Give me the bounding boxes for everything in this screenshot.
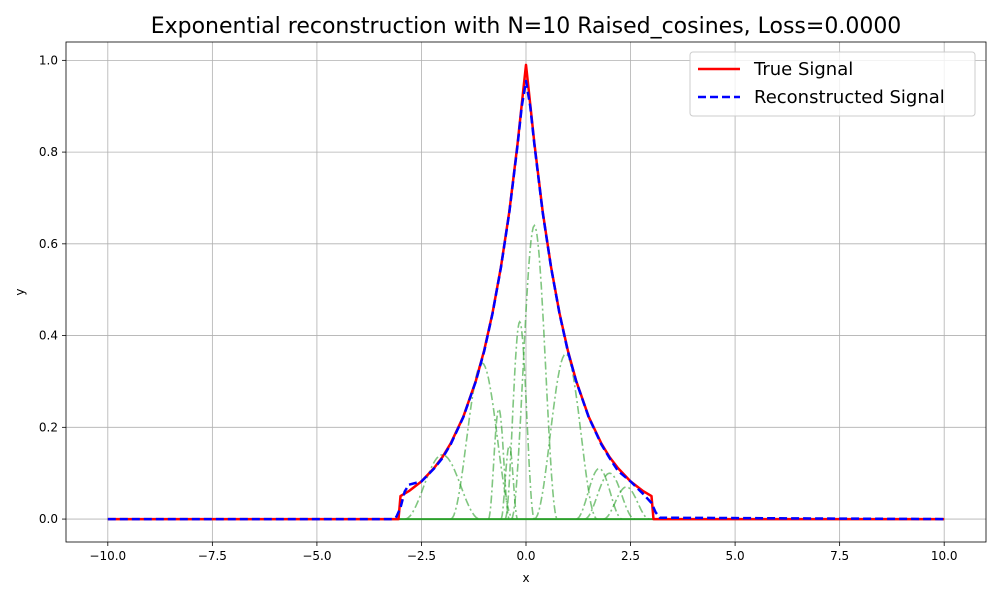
y-tick-label: 0.2	[39, 420, 58, 434]
basis-function-8	[575, 467, 623, 520]
x-tick-label: −5.0	[302, 549, 331, 563]
y-axis-ticks: 0.0 0.2 0.4 0.6 0.8 1.0	[39, 53, 66, 526]
y-tick-label: 0.6	[39, 237, 58, 251]
x-axis-label: x	[522, 571, 529, 585]
basis-function-5	[504, 320, 536, 520]
y-tick-label: 1.0	[39, 53, 58, 67]
legend: True Signal Reconstructed Signal	[689, 51, 976, 117]
chart-title: Exponential reconstruction with N=10 Rai…	[151, 14, 902, 39]
x-tick-label: 5.0	[726, 549, 745, 563]
series-lines	[107, 63, 945, 521]
basis-function-10	[603, 486, 650, 520]
series-line-reconstructed-signal	[107, 79, 945, 521]
basis-function-9	[584, 472, 635, 520]
legend-box	[689, 51, 976, 117]
x-tick-label: 0.0	[516, 549, 535, 563]
legend-label-reconstructed-signal: Reconstructed Signal	[754, 87, 945, 108]
y-tick-label: 0.0	[39, 512, 58, 526]
legend-label-true-signal: True Signal	[753, 59, 853, 80]
x-tick-label: −7.5	[198, 549, 227, 563]
y-axis-label: y	[13, 288, 27, 295]
x-tick-label: 2.5	[621, 549, 640, 563]
x-tick-label: −10.0	[89, 549, 126, 563]
x-tick-label: 7.5	[830, 549, 849, 563]
basis-function-7	[533, 352, 598, 520]
x-tick-label: −2.5	[407, 549, 436, 563]
basis-function-3	[487, 407, 510, 520]
x-tick-label: 10.0	[931, 549, 958, 563]
x-axis-ticks: −10.0 −7.5 −5.0 −2.5 0.0 2.5 5.0 7.5 10.0	[89, 542, 958, 563]
y-tick-label: 0.8	[39, 145, 58, 159]
y-tick-label: 0.4	[39, 329, 58, 343]
